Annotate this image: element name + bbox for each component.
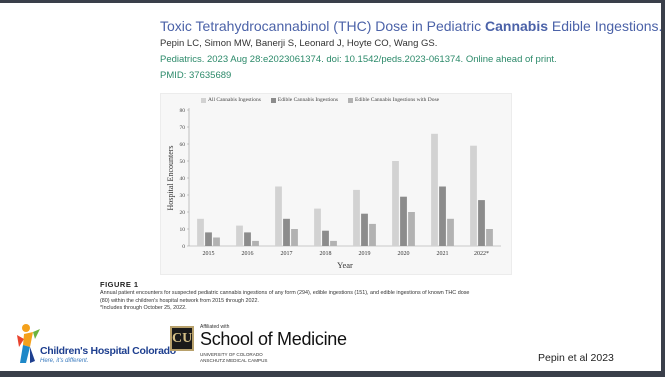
citation-block: Toxic Tetrahydrocannabinol (THC) Dose in…	[160, 18, 662, 81]
bar-edible	[400, 196, 407, 246]
y-tick-label: 30	[180, 193, 186, 199]
cu-school-of-medicine-logo: CU Affiliated with School of Medicine UN…	[170, 323, 360, 368]
bar-all	[275, 186, 282, 246]
article-title-keyword: Cannabis	[485, 18, 549, 34]
bar-all	[353, 189, 360, 246]
x-tick-label: 2019	[359, 251, 371, 257]
bar-chart: 0 10 20 30 40 50 60 70 80 2015 2016 2017 2018 2019 202…	[166, 108, 501, 270]
y-tick-label: 60	[180, 142, 186, 148]
cu-campus-line: ANSCHUTZ MEDICAL CAMPUS	[200, 358, 268, 363]
slide-credit: Pepin et al 2023	[538, 352, 614, 364]
legend-item-edible: Edible Cannabis Ingestions	[270, 97, 339, 103]
bottom-border	[0, 371, 665, 377]
bar-all	[236, 225, 243, 246]
y-tick-label: 50	[180, 159, 186, 165]
y-tick-label: 10	[180, 227, 186, 233]
x-tick-label: 2017	[281, 251, 293, 257]
y-tick-label: 80	[180, 108, 186, 114]
chco-tagline: Here, it's different.	[40, 358, 89, 364]
right-border	[661, 0, 665, 377]
bar-edible	[322, 230, 329, 246]
y-tick-label: 20	[180, 210, 186, 216]
figure-label: FIGURE 1	[100, 280, 139, 289]
y-axis-title: Hospital Encounters	[166, 145, 175, 210]
bar-edible	[439, 186, 446, 246]
y-tick-label: 0	[182, 244, 185, 250]
y-tick-label: 40	[180, 176, 186, 182]
bar-dose	[447, 218, 454, 246]
bar-all	[431, 133, 438, 246]
cu-badge-icon: CU	[170, 326, 194, 351]
bar-edible	[361, 213, 368, 246]
figure-caption: Annual patient encounters for suspected …	[100, 290, 620, 313]
legend-label-all: All Cannabis Ingestions	[208, 97, 261, 103]
caption-line: Annual patient encounters for suspected …	[100, 290, 470, 296]
legend-swatch-edible	[270, 97, 276, 103]
legend-label-dose: Edible Cannabis Ingestions with Dose	[355, 97, 440, 103]
y-tick-label: 70	[180, 125, 186, 131]
article-title-end: Edible Ingestions.	[548, 18, 663, 34]
cu-university-text: UNIVERSITY OF COLORADO ANSCHUTZ MEDICAL …	[200, 352, 267, 364]
bar-dose	[408, 212, 415, 246]
bar-all	[197, 218, 204, 246]
x-tick-label: 2022*	[474, 251, 489, 257]
article-journal: Pediatrics. 2023 Aug 28:e2023061374. doi…	[160, 54, 557, 65]
article-pmid: PMID: 37635689	[160, 70, 232, 81]
legend-swatch-dose	[348, 97, 354, 103]
x-axis-title: Year	[337, 260, 353, 270]
caption-line: (80) within the children's hospital netw…	[100, 297, 259, 304]
bar-dose	[486, 229, 493, 246]
legend-swatch-all	[201, 97, 206, 103]
article-title[interactable]: Toxic Tetrahydrocannabinol (THC) Dose in…	[160, 18, 662, 34]
cu-affiliated-text: Affiliated with	[200, 324, 230, 330]
x-tick-label: 2020	[398, 251, 410, 257]
bar-all	[392, 161, 399, 246]
chart-panel: 0 10 20 30 40 50 60 70 80 2015 2016 2017 2018 2019 202…	[160, 93, 512, 275]
bar-dose	[252, 240, 259, 246]
bar-edible	[478, 200, 485, 246]
chco-name: Children's Hospital Colorado	[40, 345, 176, 357]
bar-dose	[330, 240, 337, 246]
bar-all	[314, 208, 321, 246]
bar-all	[470, 145, 477, 246]
childrens-hospital-colorado-logo: Children's Hospital Colorado Here, it's …	[14, 323, 176, 368]
bar-dose	[291, 229, 298, 246]
article-title-start: Toxic Tetrahydrocannabinol (THC) Dose in…	[160, 18, 485, 34]
chart-legend: All Cannabis Ingestions Edible Cannabis …	[201, 97, 439, 103]
legend-item-all: All Cannabis Ingestions	[201, 97, 261, 103]
x-tick-label: 2015	[203, 251, 215, 257]
bar-edible	[205, 232, 212, 246]
x-tick-label: 2021	[437, 251, 449, 257]
bar-edible	[283, 218, 290, 246]
legend-item-dose: Edible Cannabis Ingestions with Dose	[348, 97, 439, 103]
child-figure-icon	[17, 324, 40, 363]
cu-school-name: School of Medicine	[200, 329, 347, 349]
x-tick-label: 2016	[242, 251, 254, 257]
bar-dose	[213, 237, 220, 246]
bar-edible	[244, 232, 251, 246]
cu-univ-line: UNIVERSITY OF COLORADO	[200, 352, 263, 357]
article-authors: Pepin LC, Simon MW, Banerji S, Leonard J…	[160, 38, 438, 49]
caption-footnote: *Includes through October 25, 2022.	[100, 305, 187, 312]
bar-dose	[369, 223, 376, 246]
top-border	[0, 0, 665, 3]
x-tick-label: 2018	[320, 251, 332, 257]
legend-label-edible: Edible Cannabis Ingestions	[277, 97, 339, 103]
